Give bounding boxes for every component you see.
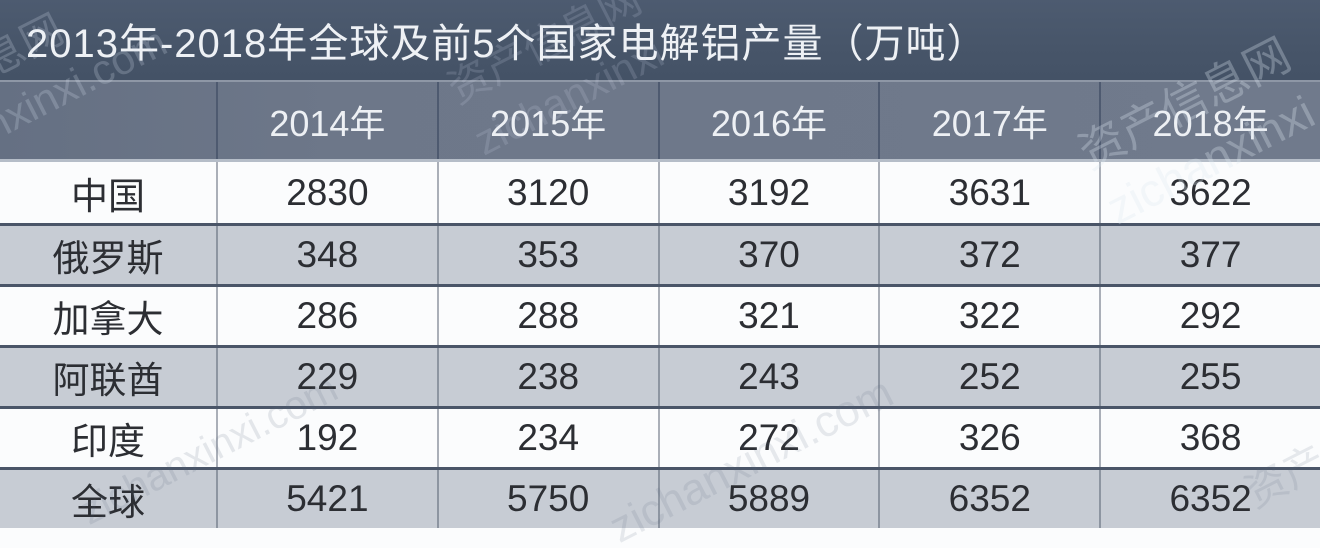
cell-value: 370 <box>657 226 879 284</box>
cell-value: 229 <box>216 348 437 406</box>
cell-value: 252 <box>878 348 1099 406</box>
cell-value: 348 <box>216 226 437 284</box>
cell-value: 6352 <box>878 470 1099 528</box>
cell-value: 234 <box>436 409 658 467</box>
table-row-uae: 阿联酋 229 238 243 252 255 <box>0 345 1320 406</box>
cell-value: 286 <box>216 287 437 345</box>
cell-value: 6352 <box>1099 470 1320 528</box>
cell-value: 292 <box>1099 287 1320 345</box>
cell-value: 3120 <box>436 162 658 223</box>
cell-value: 243 <box>657 348 879 406</box>
cell-value: 2830 <box>216 162 437 223</box>
header-year-2016: 2016年 <box>657 82 879 159</box>
header-year-2017: 2017年 <box>878 82 1099 159</box>
title-band: 2013年-2018年全球及前5个国家电解铝产量（万吨） <box>0 0 1320 80</box>
header-year-2014: 2014年 <box>216 82 437 159</box>
cell-value: 3622 <box>1099 162 1320 223</box>
row-label: 阿联酋 <box>52 360 164 401</box>
header-year-2015: 2015年 <box>436 82 658 159</box>
cell-value: 5889 <box>657 470 879 528</box>
cell-value: 288 <box>436 287 658 345</box>
cell-value: 322 <box>878 287 1099 345</box>
table-row-global: 全球 5421 5750 5889 6352 6352 <box>0 467 1320 528</box>
cell-value: 238 <box>436 348 658 406</box>
cell-value: 5750 <box>436 470 658 528</box>
cell-value: 372 <box>878 226 1099 284</box>
row-label: 中国 <box>71 175 145 217</box>
table-header-row: 2014年 2015年 2016年 2017年 2018年 <box>0 80 1320 162</box>
cell-value: 326 <box>878 409 1099 467</box>
cell-value: 321 <box>657 287 879 345</box>
table-row-india: 印度 192 234 272 326 368 <box>0 406 1320 467</box>
header-year-2018: 2018年 <box>1099 82 1320 159</box>
table-row-russia: 俄罗斯 348 353 370 372 377 <box>0 223 1320 284</box>
cell-value: 272 <box>657 409 879 467</box>
cell-value: 192 <box>216 409 437 467</box>
table-row-canada: 加拿大 286 288 321 322 292 <box>0 284 1320 345</box>
page-title: 2013年-2018年全球及前5个国家电解铝产量（万吨） <box>26 22 988 66</box>
row-label: 全球 <box>71 482 145 523</box>
row-label: 加拿大 <box>52 299 164 340</box>
cell-value: 3631 <box>878 162 1099 223</box>
cell-value: 377 <box>1099 226 1320 284</box>
cell-value: 3192 <box>657 162 879 223</box>
row-label: 印度 <box>71 421 145 462</box>
cell-value: 353 <box>436 226 658 284</box>
table-row-china: 中国 2830 3120 3192 3631 3622 <box>0 162 1320 223</box>
header-corner-cell <box>0 82 216 159</box>
cell-value: 368 <box>1099 409 1320 467</box>
cell-value: 5421 <box>216 470 437 528</box>
row-label: 俄罗斯 <box>52 238 164 279</box>
cell-value: 255 <box>1099 348 1320 406</box>
